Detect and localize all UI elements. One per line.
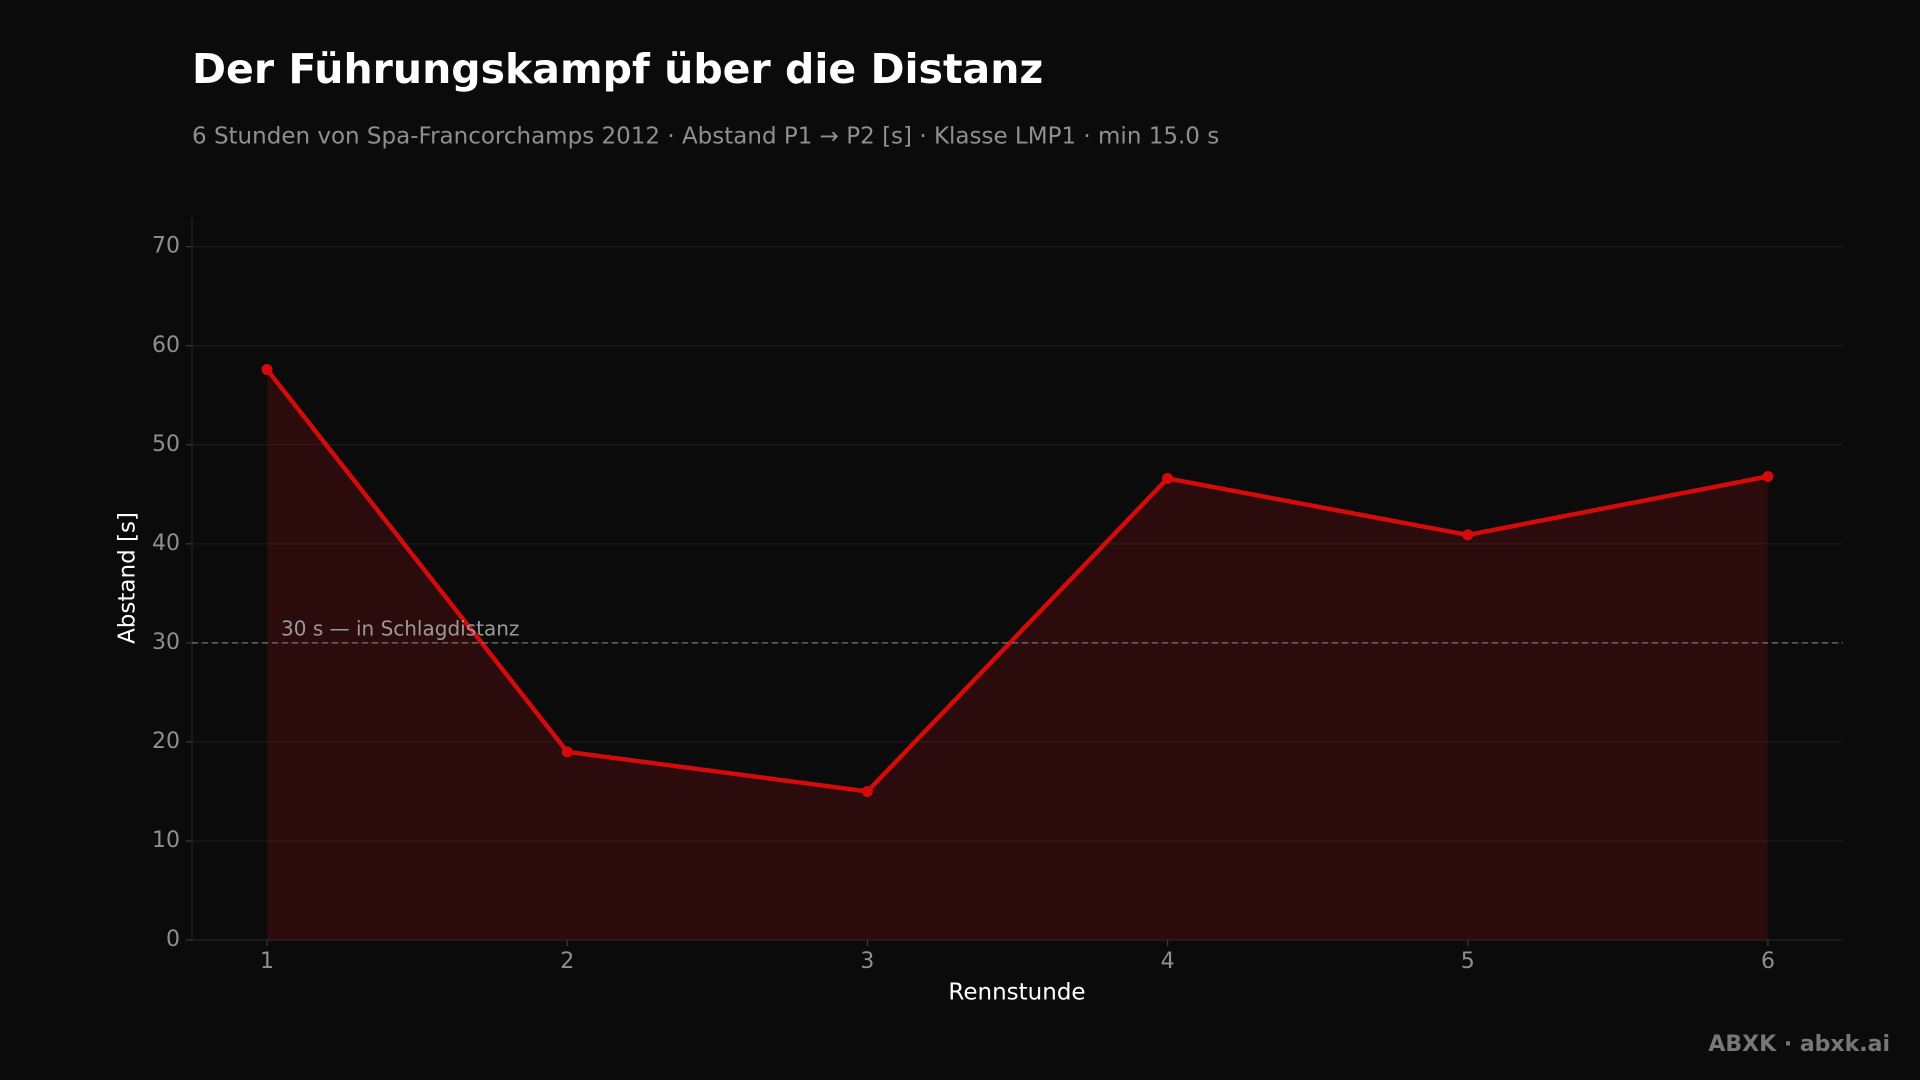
line [265, 368, 1769, 794]
chart-title: Der Führungskampf über die Distanz [192, 45, 1043, 93]
point [1762, 470, 1774, 482]
point [1162, 472, 1174, 484]
x-tick-label: 2 [560, 949, 574, 974]
point [561, 746, 573, 758]
x-tick-label: 5 [1461, 949, 1475, 974]
y-tick-label: 20 [152, 729, 180, 754]
y-tick-label: 0 [166, 927, 180, 952]
x-axis-label: Rennstunde [948, 980, 1085, 1006]
chart-subtitle: 6 Stunden von Spa-Francorchamps 2012 · A… [192, 124, 1219, 150]
point [261, 364, 273, 376]
x-tick-label: 1 [260, 949, 274, 974]
reference-label: 30 s — in Schlagdistanz [281, 616, 519, 640]
area [267, 369, 1768, 940]
point [1462, 529, 1474, 541]
y-tick-label: 30 [152, 630, 180, 655]
y-axis-label: Abstand [s] [115, 512, 141, 644]
x-tick-label: 3 [860, 949, 874, 974]
x-tick-label: 6 [1761, 949, 1775, 974]
point [861, 785, 873, 797]
y-tick-label: 50 [152, 432, 180, 457]
footer: ABXK · abxk.ai [1708, 1032, 1890, 1057]
y-tick-label: 40 [152, 531, 180, 556]
y-tick-label: 70 [152, 234, 180, 259]
y-tick-label: 10 [152, 828, 180, 853]
x-tick-label: 4 [1161, 949, 1175, 974]
y-tick-label: 60 [152, 333, 180, 358]
